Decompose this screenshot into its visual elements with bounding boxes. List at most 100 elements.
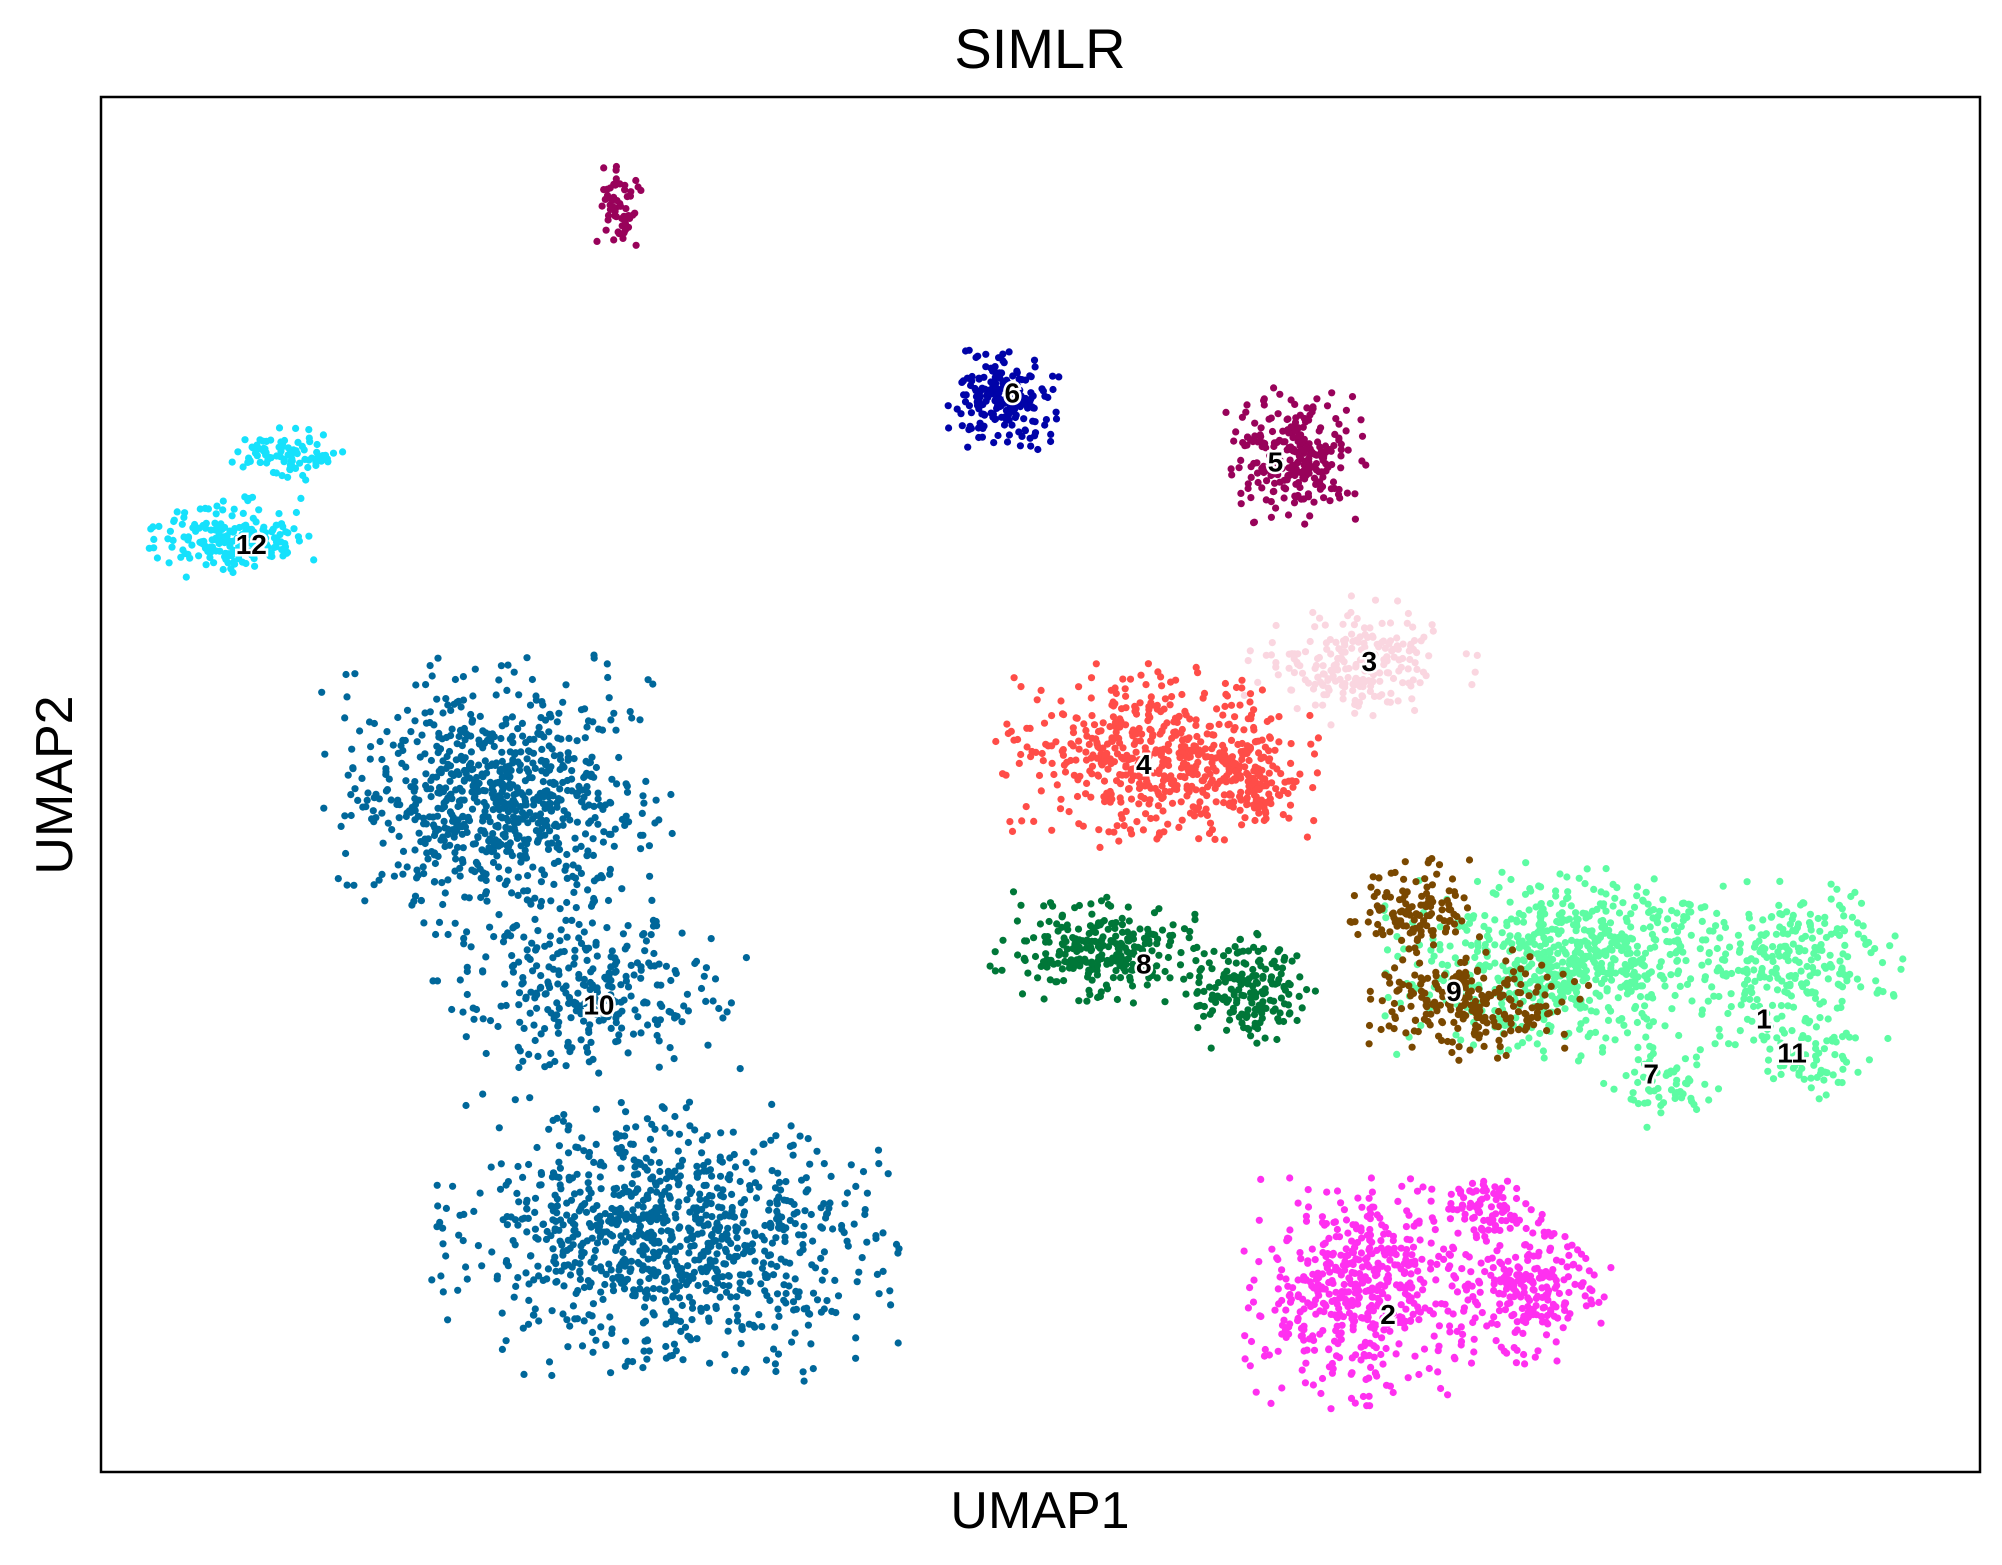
data-point	[1008, 421, 1016, 429]
data-point	[1154, 802, 1162, 810]
data-point	[1411, 659, 1419, 667]
data-point	[541, 1025, 549, 1033]
data-point	[1033, 696, 1041, 704]
data-point	[1811, 994, 1820, 1003]
data-point	[1514, 932, 1522, 940]
data-point	[1421, 875, 1429, 883]
data-point	[1609, 955, 1618, 963]
data-point	[1352, 1255, 1360, 1263]
data-point	[1679, 948, 1687, 956]
data-point	[1384, 993, 1392, 1002]
data-point	[515, 691, 523, 699]
data-point	[1454, 1229, 1462, 1237]
data-point	[1540, 1016, 1548, 1024]
data-point	[1462, 1251, 1470, 1259]
data-point	[498, 773, 506, 781]
data-point	[1377, 1350, 1385, 1359]
data-point	[1045, 917, 1053, 926]
data-point	[1382, 1309, 1390, 1317]
data-point	[972, 353, 980, 362]
data-point	[1366, 1244, 1374, 1252]
data-point	[700, 972, 708, 980]
data-point	[1236, 772, 1244, 780]
data-point	[451, 919, 459, 927]
data-point	[639, 792, 647, 800]
data-point	[1363, 1212, 1371, 1221]
data-point	[658, 1002, 666, 1011]
data-point	[1400, 945, 1408, 953]
data-point	[1716, 934, 1724, 942]
data-point	[481, 757, 489, 765]
data-point	[540, 757, 548, 766]
data-point	[1159, 758, 1167, 766]
data-point	[1402, 1256, 1410, 1264]
data-point	[521, 854, 529, 862]
data-point	[519, 732, 527, 740]
data-point	[607, 716, 615, 724]
data-point	[539, 778, 547, 786]
data-point	[1047, 437, 1055, 446]
data-point	[523, 840, 531, 848]
data-point	[1060, 761, 1068, 769]
data-point	[571, 874, 580, 882]
data-point	[1207, 1044, 1215, 1052]
data-point	[1453, 1288, 1462, 1296]
data-point	[1348, 1369, 1356, 1377]
data-point	[991, 948, 999, 956]
data-point	[1157, 673, 1165, 681]
data-point	[1200, 1012, 1208, 1020]
data-point	[1358, 1203, 1366, 1211]
data-point	[1576, 1025, 1584, 1033]
data-point	[1332, 638, 1340, 647]
data-point	[1280, 494, 1288, 502]
data-point	[1811, 943, 1819, 952]
data-point	[958, 422, 966, 430]
data-point	[499, 938, 508, 946]
data-point	[413, 738, 421, 746]
data-point	[1153, 962, 1161, 970]
data-point	[1168, 799, 1177, 807]
data-point	[599, 805, 607, 814]
data-point	[508, 713, 516, 721]
data-point	[1011, 405, 1019, 413]
data-point	[1604, 1016, 1613, 1024]
data-point	[1082, 790, 1090, 798]
data-point	[1242, 408, 1250, 416]
data-point	[1009, 372, 1017, 380]
data-point	[1720, 918, 1728, 927]
data-point	[427, 776, 435, 785]
data-point	[1088, 762, 1097, 770]
data-point	[518, 719, 527, 728]
data-point	[1126, 949, 1134, 958]
data-point	[1607, 1264, 1615, 1272]
data-point	[1259, 998, 1267, 1006]
data-point	[506, 748, 514, 756]
data-point	[1413, 1291, 1421, 1299]
data-point	[1633, 883, 1641, 891]
data-point	[1278, 1384, 1286, 1392]
data-point	[1097, 897, 1106, 905]
data-point	[489, 830, 497, 838]
data-point	[1503, 1349, 1511, 1357]
data-point	[1234, 740, 1242, 749]
data-point	[439, 900, 447, 909]
data-point	[1287, 443, 1295, 451]
data-point	[1746, 995, 1754, 1003]
data-point	[1779, 925, 1787, 933]
data-point	[618, 815, 626, 824]
data-point	[719, 1014, 727, 1022]
data-point	[1309, 1332, 1317, 1340]
data-point	[655, 816, 663, 824]
data-point	[503, 792, 511, 800]
data-point	[1395, 978, 1403, 986]
data-point	[1609, 902, 1617, 910]
data-point	[479, 817, 487, 825]
data-point	[1378, 997, 1386, 1005]
data-point	[957, 410, 965, 418]
data-point	[1212, 754, 1220, 762]
data-point	[636, 716, 644, 724]
data-point	[537, 897, 546, 906]
data-point	[1367, 1363, 1375, 1371]
data-point	[1404, 609, 1412, 618]
data-point	[1221, 702, 1229, 711]
